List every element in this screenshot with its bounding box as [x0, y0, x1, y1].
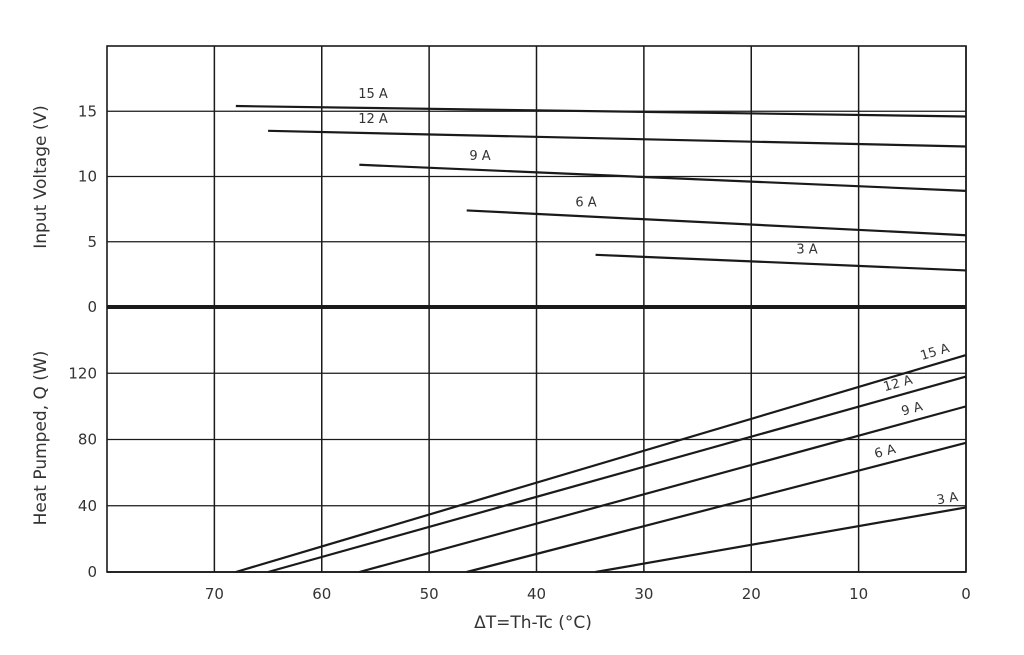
heat-line-6a [466, 441, 967, 574]
voltage-tick-label-0: 0 [87, 298, 97, 316]
tick-labels: 70 60 50 40 30 20 10 0 0 5 10 15 0 40 80 120 [68, 102, 970, 603]
voltage-line-6a [466, 209, 967, 237]
heat-tick-label-0: 0 [87, 563, 97, 581]
heat-tick-label-80: 80 [78, 431, 97, 449]
voltage-label-12a: 12 A [358, 112, 388, 127]
voltage-line-15a [235, 104, 967, 118]
heat-tick-label-40: 40 [78, 497, 97, 515]
x-tick-label-30: 30 [634, 585, 653, 603]
heat-label-6a: 6 A [873, 442, 897, 462]
y-axis-title-heat: Heat Pumped, Q (W) [31, 351, 51, 526]
heat-label-3a: 3 A [936, 490, 960, 508]
heat-line-12a [267, 375, 967, 574]
voltage-tick-label-10: 10 [78, 168, 97, 186]
x-tick-label-40: 40 [527, 585, 546, 603]
x-tick-label-10: 10 [849, 585, 868, 603]
voltage-label-3a: 3 A [796, 243, 817, 258]
series-labels: 15 A12 A9 A6 A3 A15 A12 A9 A6 A3 A [358, 87, 959, 508]
voltage-line-9a [359, 163, 967, 192]
y-axis-title-voltage: Input Voltage (V) [31, 105, 51, 249]
x-tick-label-0: 0 [961, 585, 971, 603]
heat-tick-label-120: 120 [68, 364, 97, 382]
x-tick-label-50: 50 [420, 585, 439, 603]
voltage-line-12a [268, 129, 967, 148]
grid [106, 45, 967, 573]
voltage-label-15a: 15 A [358, 87, 388, 102]
voltage-tick-label-5: 5 [87, 233, 97, 251]
series-lines [235, 104, 967, 574]
voltage-line-3a [595, 253, 967, 272]
voltage-tick-label-15: 15 [78, 102, 97, 120]
heat-line-3a [595, 506, 967, 574]
voltage-label-6a: 6 A [575, 195, 596, 210]
x-axis-title: ΔT=Th-Tc (°C) [474, 613, 592, 633]
x-tick-label-60: 60 [312, 585, 331, 603]
heat-line-9a [359, 405, 967, 574]
heat-label-9a: 9 A [900, 399, 925, 419]
x-tick-label-70: 70 [205, 585, 224, 603]
heat-line-15a [235, 353, 967, 574]
voltage-label-9a: 9 A [469, 149, 490, 164]
x-tick-label-20: 20 [742, 585, 761, 603]
